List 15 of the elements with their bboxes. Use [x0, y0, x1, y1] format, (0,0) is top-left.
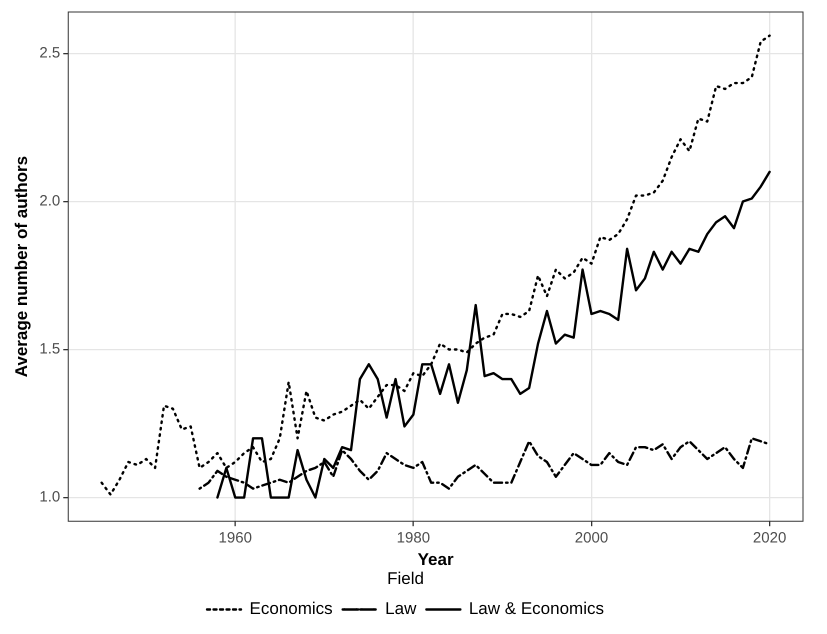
x-tick-label: 2020	[752, 529, 786, 546]
legend-label: Law & Economics	[468, 599, 604, 618]
y-axis-title: Average number of authors	[12, 156, 31, 378]
x-tick-label: 1960	[218, 529, 252, 546]
x-tick-label: 1980	[396, 529, 430, 546]
y-tick-label: 1.0	[39, 488, 60, 506]
y-tick-label: 2.5	[39, 44, 60, 62]
line-series	[100, 34, 771, 496]
legend-label: Economics	[250, 599, 333, 618]
x-axis-title: Year	[418, 550, 454, 570]
y-tick-label: 2.0	[39, 192, 60, 210]
y-tick-label: 1.5	[39, 340, 60, 358]
x-tick-label: 2000	[574, 529, 608, 546]
legend-title: Field	[387, 568, 424, 588]
legend-label: Law	[385, 599, 418, 618]
